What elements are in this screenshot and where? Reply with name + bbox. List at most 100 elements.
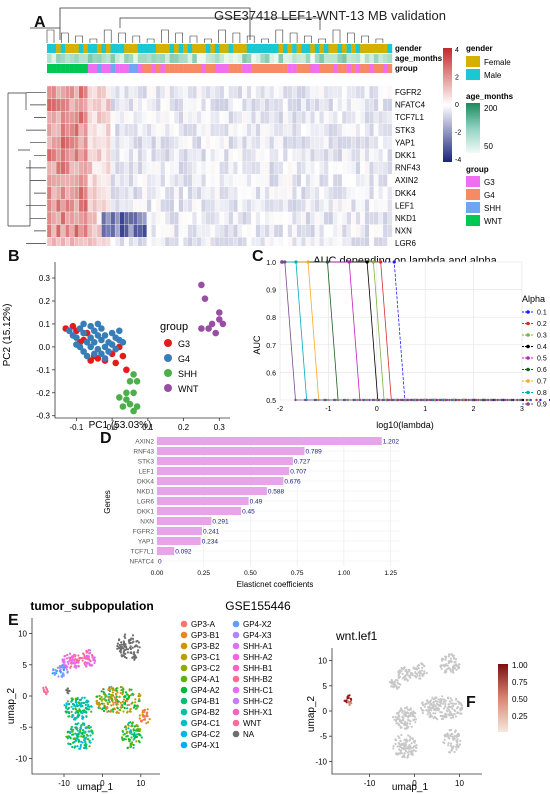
umap-subpop-point [82,735,85,738]
annotation-group-cell [110,64,116,73]
elasticnet-value-label: 0.45 [242,509,255,516]
umap-subpop-point [99,707,102,710]
umap-subpop-point [72,718,75,721]
pca-point-g4 [83,339,91,346]
heatmap-cell [142,186,148,200]
umap-lef1-point [404,678,407,681]
umap-subpop-point [84,706,87,709]
heatmap-cell [87,211,93,225]
pca-point-shh [130,407,137,415]
annotation-group-cell [369,64,375,73]
heatmap-cell [210,136,216,150]
umap-lef1-point [414,721,417,724]
heatmap-cell [355,111,361,124]
heatmap-cell [133,148,139,162]
umap-lef1-point [453,750,456,754]
umap-subpop-point [86,734,89,737]
auc-point [392,260,396,264]
heatmap-cell [301,148,307,162]
umap-subpop-point [88,652,91,655]
annotation-gender-cell [51,44,57,53]
dendrogram-branch [132,35,141,43]
heatmap-cell [210,174,216,187]
heatmap-cell [387,85,393,99]
umap-lef1-point [402,754,405,758]
heatmap-cell [310,186,316,200]
annotation-age-cell [373,54,379,63]
heatmap-cell [164,123,170,137]
umap-lef1-point [401,715,404,718]
heatmap-cell [301,174,307,187]
heatmap-cell [83,111,89,124]
annotation-age-cell [96,54,102,63]
heatmap-cell [273,211,279,225]
umap-lef1-point [407,669,410,672]
umap-lef1-point [429,712,432,715]
umap-subpop-point [117,711,120,715]
umap-lef1-point [409,720,412,723]
umap-subpop-point [113,708,117,711]
heatmap-cell [219,237,225,246]
elasticnet-value-label: 0.727 [294,459,311,466]
umap-subpop-subtitle: GSE155446 [225,599,291,613]
heatmap-cell [78,148,84,162]
umap-subpop-point [65,666,68,669]
heatmap-cell [92,237,98,246]
umap-legend-dot [232,653,240,661]
pca-point-wnt [198,281,205,289]
pca-point-wnt [219,320,227,328]
heatmap-cell [282,211,288,225]
heatmap-cell [137,98,143,112]
annotation-age-cell [228,54,234,63]
umap-lef1-title: wnt.lef1 [335,629,378,643]
heatmap-cell [228,224,234,238]
annotation-group-cell [355,64,361,73]
heatmap-cell [223,136,229,150]
heatmap-cell [201,111,207,124]
annotation-age-cell [160,54,166,63]
auc-point [365,260,369,264]
heatmap-cell [364,111,370,124]
auc-legend-dot [526,367,530,372]
umap-subpop-point [130,725,133,728]
dendrogram-branch [289,32,298,43]
umap-lef1-point [400,670,403,673]
heatmap-cell [346,111,352,124]
umap-lef1-point-high [344,700,347,703]
heatmap-cell [146,136,152,150]
umap-lef1-point [445,668,448,671]
heatmap-cell [341,211,347,225]
heatmap-cell [328,224,334,238]
umap-subpop-point [106,710,109,713]
umap-legend-dot [180,708,188,716]
heatmap-cell [51,136,57,150]
heatmap-cell [110,85,116,99]
heatmap-cell [101,98,107,112]
heatmap-cell [51,85,57,99]
umap-subpop-point [74,700,77,703]
pca-legend-label: G3 [178,339,190,349]
colorbar-tick: -4 [455,157,461,164]
umap-legend-dot [232,664,240,672]
umap-lef1-point [453,702,456,705]
heatmap-cell [51,199,57,213]
pca-point-g4 [83,352,91,360]
umap-lef1-point [406,708,409,711]
annotation-age-cell [74,54,79,63]
umap-subpop-point [121,739,124,742]
legend-group-title: group [466,165,489,174]
elasticnet-xtick-label: 1.25 [384,570,397,577]
umap-subpop-point [69,743,72,746]
annotation-gender-cell [96,44,102,53]
heatmap-cell [355,136,361,150]
umap-subpop-point [98,703,101,706]
gene-label: YAP1 [395,138,415,147]
heatmap-cell [214,136,220,150]
heatmap-cell [301,186,307,200]
heatmap-cell [69,161,75,175]
heatmap-cell [46,148,52,162]
heatmap-cell [87,224,93,238]
umap-lef1-point [406,671,409,675]
umap-subpop-point [74,711,77,715]
umap-subpop-point [70,710,73,713]
